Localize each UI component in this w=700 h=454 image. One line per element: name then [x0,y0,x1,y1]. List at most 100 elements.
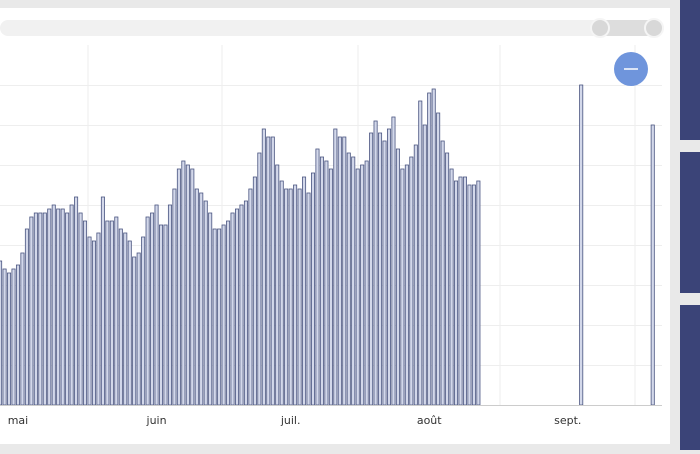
bar [302,176,307,406]
x-tick-label: mai [8,414,29,427]
bar [261,128,266,406]
bar [60,208,65,406]
bar [33,212,38,406]
bar [105,220,110,406]
bar [266,136,271,406]
bar [172,188,177,406]
bar [440,140,445,406]
bar [373,120,378,406]
bar [386,128,391,406]
bar [360,164,365,406]
bar [176,168,181,406]
bar [270,136,275,406]
bar [11,268,16,406]
bar [150,212,155,406]
bar [378,132,383,406]
side-card[interactable] [680,305,700,450]
bar [650,124,655,406]
bar [355,168,360,406]
bar [65,212,70,406]
x-tick-label: juin [146,414,167,427]
bar [118,228,123,406]
bar [217,228,222,406]
side-card[interactable] [680,0,700,140]
bar [199,192,204,406]
plot [0,84,662,406]
bar [141,236,146,406]
bar [136,252,141,406]
bar [413,144,418,406]
x-tick-label: août [417,414,442,427]
bar [297,188,302,406]
bar [123,232,128,406]
bar [7,272,12,406]
x-tick-label: sept. [554,414,581,427]
range-slider-selection [600,20,654,36]
bar [83,220,88,406]
bar [409,156,414,406]
bar [252,176,257,406]
bar [87,236,92,406]
bar [284,188,289,406]
bar [100,196,105,406]
range-slider-handle[interactable] [644,18,664,38]
bar [257,152,262,406]
bar [208,212,213,406]
bar [51,204,56,406]
bar [132,256,137,406]
bar [310,172,315,406]
bar [431,88,436,406]
x-tick-label: juil. [280,414,301,427]
range-slider-track [0,20,664,36]
bar [96,232,101,406]
bar [109,220,114,406]
bar [194,188,199,406]
bar [315,148,320,406]
bar [47,208,52,406]
bar [351,156,356,406]
bar [20,252,25,406]
bar [69,204,74,406]
bar [248,188,253,406]
bar [235,208,240,406]
bar [275,164,280,406]
bar [212,228,217,406]
bar [454,180,459,406]
bar [243,200,248,406]
bar [328,168,333,406]
bar [56,208,61,406]
bar [471,184,476,406]
range-slider-handle[interactable] [590,18,610,38]
bar [391,116,396,406]
bar [364,160,369,406]
bar [91,240,96,406]
bar [114,216,119,406]
bar [279,180,284,406]
bar [127,240,132,406]
bar [226,220,231,406]
bar [462,176,467,406]
bar [38,212,43,406]
bar [181,160,186,406]
bar [382,140,387,406]
bar [154,204,159,406]
bar [185,164,190,406]
bar [167,204,172,406]
bar [445,152,450,406]
bar [306,192,311,406]
bar [293,184,298,406]
bar [0,260,3,406]
bar [42,212,47,406]
bar [78,212,83,406]
bar [458,176,463,406]
bar [436,112,441,406]
bar [346,152,351,406]
bar [404,164,409,406]
bar [29,216,34,406]
bar [190,168,195,406]
bar [579,84,584,406]
bar [230,212,235,406]
side-card[interactable] [680,152,700,293]
bar [427,92,432,406]
